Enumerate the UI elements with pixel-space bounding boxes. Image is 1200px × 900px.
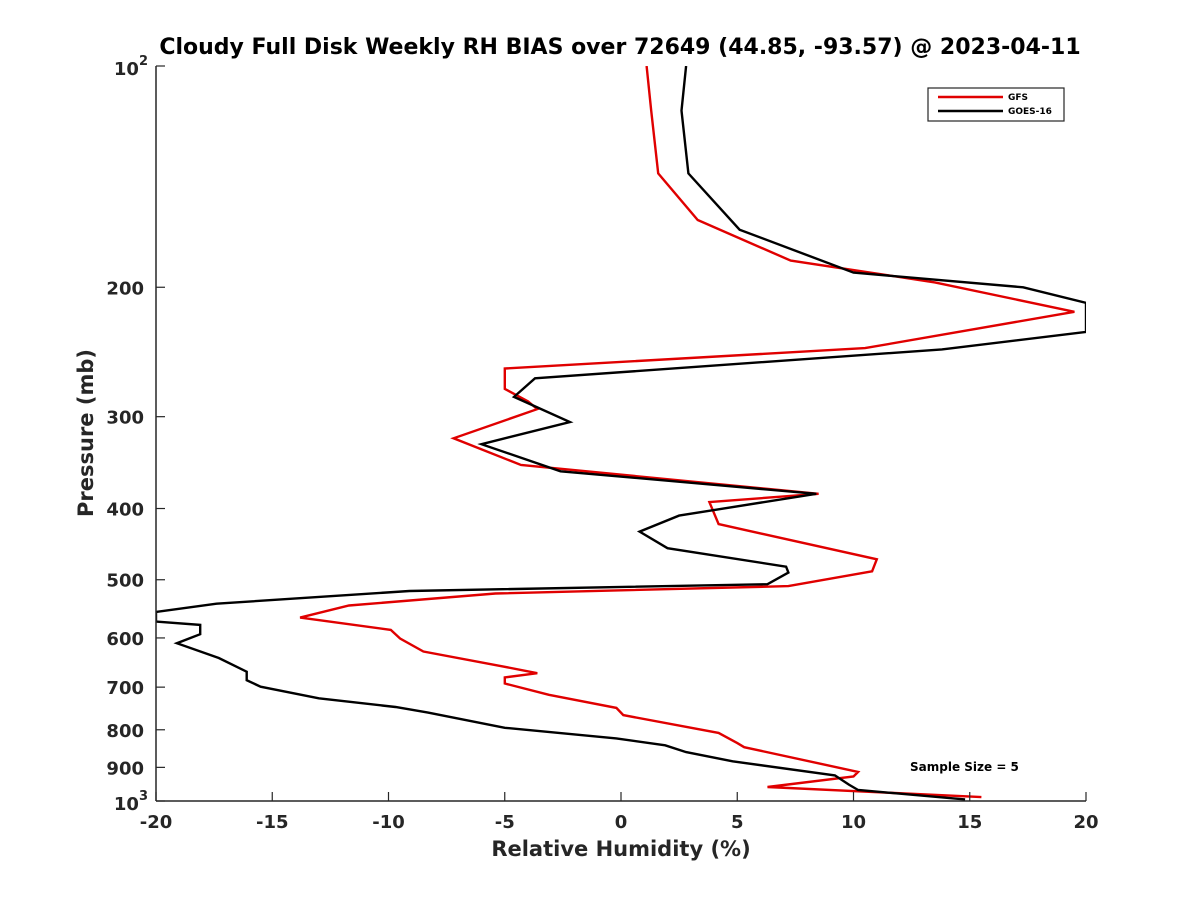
series-layer bbox=[156, 66, 1086, 801]
x-tick-label: -10 bbox=[372, 812, 405, 833]
x-tick-label: 10 bbox=[841, 812, 866, 833]
x-tick-label: -5 bbox=[495, 812, 515, 833]
y-tick-label: 200 bbox=[106, 278, 144, 299]
y-tick-label: 300 bbox=[106, 408, 144, 429]
x-tick-label: -20 bbox=[140, 812, 173, 833]
y-tick-label: 900 bbox=[106, 758, 144, 779]
x-tick-label: 5 bbox=[731, 812, 744, 833]
sample-size-annotation: Sample Size = 5 bbox=[910, 760, 1019, 774]
y-tick-label: 400 bbox=[106, 500, 144, 521]
y-axis-label: Pressure (mb) bbox=[74, 349, 98, 517]
chart-title: Cloudy Full Disk Weekly RH BIAS over 726… bbox=[159, 35, 1080, 60]
x-tick-label: 0 bbox=[615, 812, 628, 833]
y-tick-label: 600 bbox=[106, 629, 144, 650]
x-axis-label: Relative Humidity (%) bbox=[491, 837, 750, 861]
plot-area bbox=[156, 66, 1086, 801]
legend-box bbox=[927, 87, 1065, 122]
y-tick-label: 500 bbox=[106, 571, 144, 592]
legend[interactable]: GFS GOES-16 bbox=[927, 87, 1065, 122]
x-tick-label: 15 bbox=[957, 812, 982, 833]
x-tick-label: 20 bbox=[1073, 812, 1098, 833]
series-line-gfs bbox=[299, 66, 1075, 799]
series-line-goes16 bbox=[156, 66, 1086, 801]
y-tick-label: 700 bbox=[106, 678, 144, 699]
x-tick-label: -15 bbox=[256, 812, 289, 833]
legend-label-goes16: GOES-16 bbox=[1008, 107, 1052, 117]
x-ticks: -20 -15 -10 -5 0 5 10 15 20 bbox=[140, 792, 1099, 833]
y-tick-label: 800 bbox=[106, 721, 144, 742]
legend-label-gfs: GFS bbox=[1008, 93, 1028, 103]
